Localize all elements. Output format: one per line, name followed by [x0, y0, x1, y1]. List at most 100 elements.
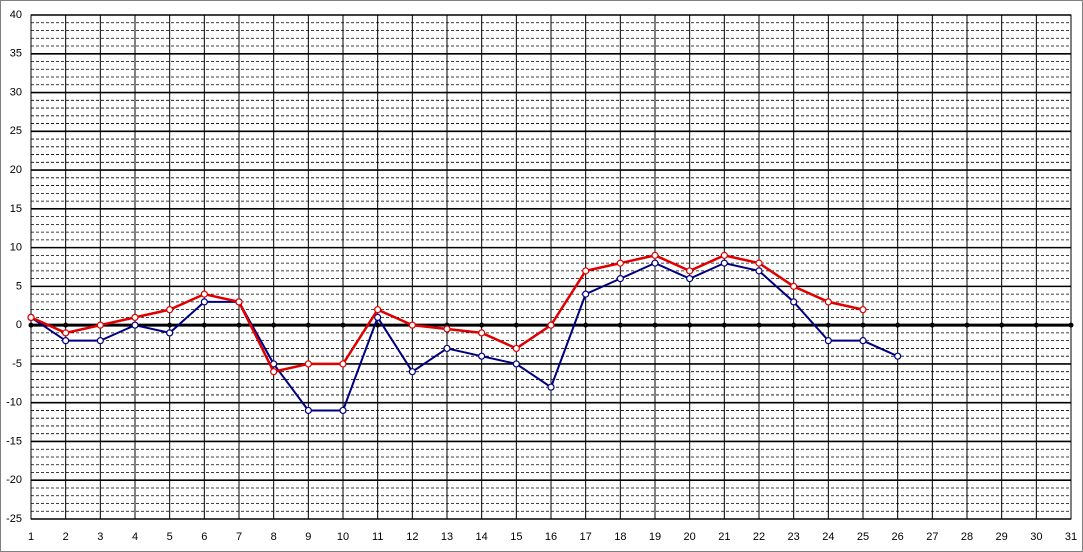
x-tick-label: 23 — [788, 531, 800, 543]
zero-line-dot — [479, 322, 485, 328]
x-tick-label: 27 — [926, 531, 938, 543]
x-tick-label: 13 — [441, 531, 453, 543]
zero-line-dot — [721, 322, 727, 328]
series-marker — [131, 313, 139, 321]
x-tick-label: 7 — [236, 531, 242, 543]
series-marker — [755, 267, 763, 275]
series-marker — [512, 360, 520, 368]
zero-line-dot — [63, 322, 69, 328]
zero-line-dot — [860, 322, 866, 328]
series-marker — [824, 337, 832, 345]
x-tick-label: 29 — [996, 531, 1008, 543]
series-marker — [790, 298, 798, 306]
y-tick-label: -10 — [6, 397, 22, 409]
x-tick-label: 15 — [510, 531, 522, 543]
zero-line-dot — [305, 322, 311, 328]
series-marker — [62, 337, 70, 345]
y-tick-label: 5 — [16, 280, 22, 292]
series-marker — [686, 267, 694, 275]
series-marker — [443, 325, 451, 333]
zero-line-dot — [825, 322, 831, 328]
y-tick-label: 15 — [10, 203, 22, 215]
series-marker — [478, 352, 486, 360]
x-tick-label: 22 — [753, 531, 765, 543]
y-tick-label: 0 — [16, 319, 22, 331]
series-marker — [62, 329, 70, 337]
x-tick-label: 17 — [580, 531, 592, 543]
y-tick-label: 40 — [10, 9, 22, 21]
series-marker — [339, 406, 347, 415]
x-tick-label: 12 — [406, 531, 418, 543]
x-tick-label: 10 — [337, 531, 349, 543]
zero-line-dot — [340, 322, 346, 328]
series-marker — [547, 321, 555, 329]
series-marker — [270, 368, 278, 376]
x-tick-label: 9 — [305, 531, 311, 543]
zero-line-dot — [756, 322, 762, 328]
series-marker — [547, 383, 555, 391]
x-tick-label: 2 — [63, 531, 69, 543]
series-marker — [582, 290, 590, 298]
y-tick-label: -5 — [12, 358, 22, 370]
x-tick-label: 25 — [857, 531, 869, 543]
series-marker — [408, 368, 416, 376]
x-tick-label: 1 — [28, 531, 34, 543]
series-marker — [478, 329, 486, 337]
series-marker — [720, 259, 728, 267]
x-tick-label: 5 — [167, 531, 173, 543]
series-marker — [304, 360, 312, 368]
series-marker — [894, 352, 902, 360]
series-line — [30, 262, 899, 412]
series-marker — [96, 321, 104, 329]
series-marker — [304, 406, 312, 415]
series-marker — [720, 251, 728, 259]
series-marker — [96, 337, 104, 345]
y-tick-label: 20 — [10, 164, 22, 176]
series-marker — [200, 298, 208, 306]
y-tick-label: -25 — [6, 513, 22, 525]
y-tick-label: 30 — [10, 86, 22, 98]
zero-line-dot — [271, 322, 277, 328]
y-tick-label: -20 — [6, 474, 22, 486]
zero-line-dot — [964, 322, 970, 328]
x-tick-label: 3 — [97, 531, 103, 543]
y-tick-label: 25 — [10, 125, 22, 137]
series-marker — [166, 306, 174, 314]
zero-line-dot — [167, 322, 173, 328]
zero-line-dot — [687, 322, 693, 328]
series-marker — [443, 344, 451, 353]
x-tick-label: 26 — [892, 531, 904, 543]
zero-line-dot — [201, 322, 207, 328]
series-marker — [616, 275, 624, 283]
series-marker — [790, 282, 798, 290]
x-tick-label: 24 — [822, 531, 834, 543]
x-tick-label: 20 — [684, 531, 696, 543]
zero-line-dot — [236, 322, 242, 328]
x-tick-label: 30 — [1030, 531, 1042, 543]
zero-line-dot — [652, 322, 658, 328]
x-tick-label: 4 — [132, 531, 138, 543]
series-marker — [686, 275, 694, 283]
x-tick-label: 18 — [614, 531, 626, 543]
zero-line-dot — [791, 322, 797, 328]
x-tick-label: 31 — [1065, 531, 1077, 543]
zero-line-dot — [1033, 322, 1039, 328]
series-marker — [582, 267, 590, 275]
y-tick-label: 35 — [10, 48, 22, 60]
zero-line-dot — [929, 322, 935, 328]
x-tick-label: 28 — [961, 531, 973, 543]
series-marker — [200, 290, 208, 298]
plot-border — [30, 14, 1072, 520]
series-marker — [859, 306, 867, 314]
series-marker — [27, 313, 35, 321]
series-marker — [651, 251, 659, 259]
x-tick-label: 8 — [271, 531, 277, 543]
x-tick-label: 16 — [545, 531, 557, 543]
series-marker — [859, 337, 867, 345]
series-marker — [131, 321, 139, 329]
x-tick-label: 19 — [649, 531, 661, 543]
x-tick-label: 6 — [201, 531, 207, 543]
series-marker — [166, 329, 174, 337]
series-marker — [755, 259, 763, 267]
